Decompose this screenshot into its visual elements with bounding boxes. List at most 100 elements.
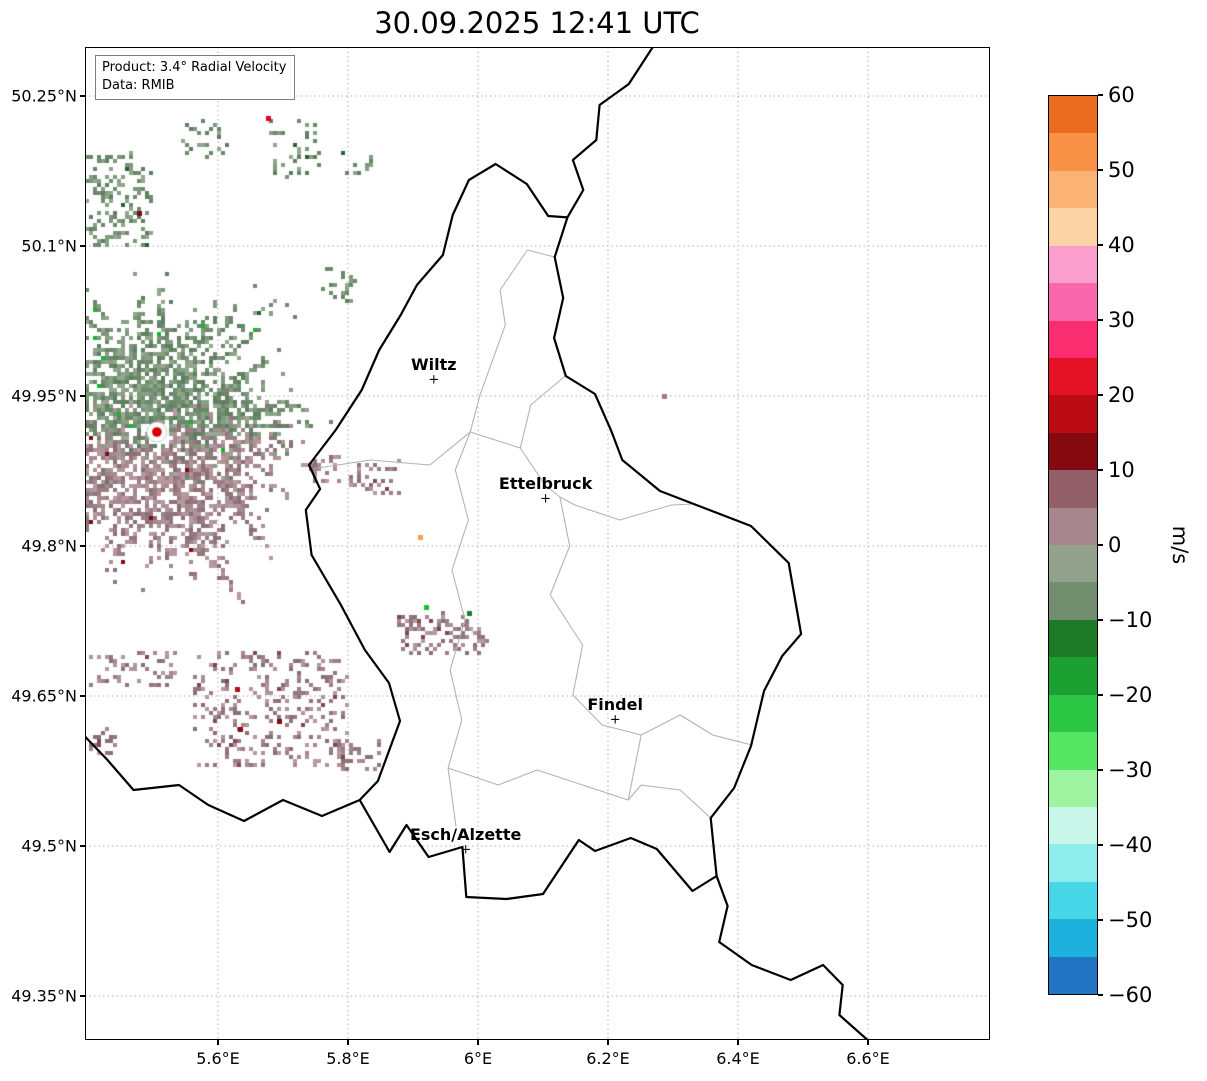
lon-tick-mark bbox=[217, 1040, 219, 1045]
map-plot-area: Product: 3.4° Radial Velocity Data: RMIB… bbox=[85, 47, 990, 1040]
colorbar-segment bbox=[1049, 432, 1097, 471]
colorbar-tick-mark bbox=[1098, 94, 1103, 96]
city-plus-marker-icon: + bbox=[540, 491, 552, 507]
lon-tick-label: 6.6°E bbox=[846, 1049, 890, 1068]
colorbar-tick-mark bbox=[1098, 394, 1103, 396]
data-source-label: Data: RMIB bbox=[102, 78, 175, 94]
colorbar-tick-label: −40 bbox=[1108, 833, 1153, 857]
lat-tick-label: 49.65°N bbox=[11, 686, 77, 706]
lat-tick-mark bbox=[80, 395, 85, 397]
lat-tick-mark bbox=[80, 695, 85, 697]
lat-tick-label: 49.8°N bbox=[21, 536, 77, 556]
colorbar-segment bbox=[1049, 881, 1097, 920]
colorbar bbox=[1048, 95, 1098, 995]
colorbar-segment bbox=[1049, 357, 1097, 396]
city-plus-marker-icon: + bbox=[609, 712, 621, 728]
colorbar-tick-label: 40 bbox=[1108, 233, 1135, 257]
district-border-path bbox=[549, 496, 753, 746]
national-border-path bbox=[566, 47, 655, 219]
city-plus-marker-icon: + bbox=[428, 372, 440, 388]
colorbar-segment bbox=[1049, 807, 1097, 845]
colorbar-segment bbox=[1049, 657, 1097, 695]
product-label: Product: 3.4° Radial Velocity bbox=[102, 60, 287, 75]
lon-tick-label: 5.8°E bbox=[326, 1049, 370, 1068]
district-border-path bbox=[469, 249, 556, 433]
lat-tick-mark bbox=[80, 95, 85, 97]
colorbar-segment bbox=[1049, 395, 1097, 433]
colorbar-tick-label: 60 bbox=[1108, 83, 1135, 107]
colorbar-segment bbox=[1049, 507, 1097, 546]
lat-tick-label: 50.25°N bbox=[11, 86, 77, 106]
colorbar-segment bbox=[1049, 283, 1097, 321]
lon-tick-mark bbox=[737, 1040, 739, 1045]
city-label: Esch/Alzette bbox=[409, 825, 522, 844]
colorbar-tick-mark bbox=[1098, 469, 1103, 471]
lon-tick-label: 6°E bbox=[463, 1049, 493, 1068]
national-border-path bbox=[715, 874, 870, 1040]
colorbar-tick-label: 50 bbox=[1108, 158, 1135, 182]
lon-tick-label: 5.6°E bbox=[196, 1049, 240, 1068]
colorbar-tick-mark bbox=[1098, 244, 1103, 246]
national-border-path bbox=[85, 734, 361, 823]
figure-title: 30.09.2025 12:41 UTC bbox=[374, 6, 700, 40]
lon-tick-mark bbox=[477, 1040, 479, 1045]
lat-tick-mark bbox=[80, 545, 85, 547]
colorbar-tick-mark bbox=[1098, 169, 1103, 171]
colorbar-segment bbox=[1049, 320, 1097, 358]
city-label: Ettelbruck bbox=[498, 474, 593, 493]
colorbar-tick-mark bbox=[1098, 544, 1103, 546]
colorbar-tick-mark bbox=[1098, 319, 1103, 321]
city-label: Findel bbox=[587, 695, 643, 714]
colorbar-segment bbox=[1049, 245, 1097, 284]
colorbar-segment bbox=[1049, 956, 1097, 995]
colorbar-tick-label: −20 bbox=[1108, 683, 1153, 707]
colorbar-segment bbox=[1049, 694, 1097, 733]
colorbar-tick-label: −60 bbox=[1108, 983, 1153, 1007]
national-border-path bbox=[304, 162, 803, 901]
colorbar-tick-mark bbox=[1098, 919, 1103, 921]
colorbar-segment bbox=[1049, 545, 1097, 583]
city-label: Wiltz bbox=[411, 355, 457, 374]
colorbar-segment bbox=[1049, 96, 1097, 134]
colorbar-tick-label: −30 bbox=[1108, 758, 1153, 782]
lon-tick-label: 6.2°E bbox=[586, 1049, 630, 1068]
lon-tick-label: 6.4°E bbox=[716, 1049, 760, 1068]
lat-tick-mark bbox=[80, 845, 85, 847]
colorbar-tick-mark bbox=[1098, 769, 1103, 771]
district-border-path bbox=[447, 431, 471, 827]
colorbar-segment bbox=[1049, 582, 1097, 620]
colorbar-segment bbox=[1049, 170, 1097, 209]
colorbar-tick-mark bbox=[1098, 844, 1103, 846]
lon-tick-mark bbox=[867, 1040, 869, 1045]
colorbar-tick-mark bbox=[1098, 619, 1103, 621]
colorbar-tick-label: 0 bbox=[1108, 533, 1122, 557]
lat-tick-label: 49.95°N bbox=[11, 386, 77, 406]
district-border-path bbox=[447, 767, 712, 819]
colorbar-segment bbox=[1049, 208, 1097, 246]
lat-tick-label: 49.5°N bbox=[21, 836, 77, 856]
colorbar-tick-label: 30 bbox=[1108, 308, 1135, 332]
lat-tick-label: 50.1°N bbox=[21, 236, 77, 256]
radar-echo-canvas bbox=[85, 47, 990, 1040]
colorbar-tick-label: −10 bbox=[1108, 608, 1153, 632]
colorbar-tick-label: 10 bbox=[1108, 458, 1135, 482]
colorbar-segment bbox=[1049, 619, 1097, 658]
city-plus-marker-icon: + bbox=[460, 842, 472, 858]
colorbar-segment bbox=[1049, 844, 1097, 882]
colorbar-segment bbox=[1049, 470, 1097, 508]
lat-tick-mark bbox=[80, 995, 85, 997]
colorbar-segment bbox=[1049, 769, 1097, 808]
district-border-path bbox=[559, 496, 694, 521]
district-border-path bbox=[519, 374, 567, 449]
lat-tick-mark bbox=[80, 245, 85, 247]
colorbar-tick-label: −50 bbox=[1108, 908, 1153, 932]
colorbar-tick-mark bbox=[1098, 994, 1103, 996]
colorbar-segment bbox=[1049, 133, 1097, 171]
colorbar-segment bbox=[1049, 919, 1097, 957]
district-border-path bbox=[627, 734, 642, 801]
lon-tick-mark bbox=[347, 1040, 349, 1045]
lat-tick-label: 49.35°N bbox=[11, 986, 77, 1006]
lon-tick-mark bbox=[607, 1040, 609, 1045]
product-info-box: Product: 3.4° Radial Velocity Data: RMIB bbox=[95, 55, 296, 101]
